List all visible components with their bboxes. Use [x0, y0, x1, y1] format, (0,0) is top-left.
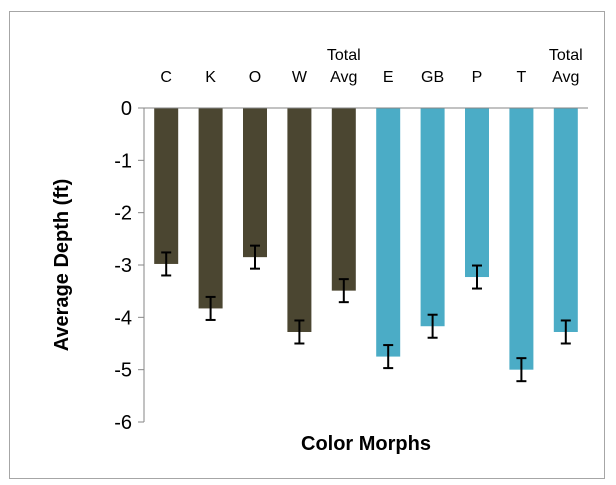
- category-label: W: [292, 69, 308, 86]
- error-bar: [205, 295, 216, 321]
- error-bar: [338, 278, 349, 304]
- bar: [420, 108, 445, 327]
- y-tick-label: -5: [114, 360, 132, 382]
- error-bar: [516, 357, 527, 383]
- bar: [376, 108, 401, 357]
- category-label: O: [249, 69, 261, 86]
- bar: [331, 108, 356, 291]
- y-tick-label: -2: [114, 203, 132, 225]
- category-label: K: [205, 69, 216, 86]
- category-label: E: [383, 69, 394, 86]
- error-bar: [250, 244, 260, 270]
- category-label: Avg: [552, 69, 579, 86]
- error-bar: [161, 251, 172, 277]
- category-label: C: [160, 69, 172, 86]
- error-bar: [294, 319, 305, 345]
- category-label: Total: [549, 47, 583, 64]
- category-label: T: [517, 69, 527, 86]
- category-label: Avg: [330, 69, 357, 86]
- error-bar: [383, 344, 394, 370]
- y-tick-label: -1: [114, 150, 132, 172]
- y-tick-label: -3: [114, 255, 132, 277]
- error-bar: [472, 264, 482, 290]
- x-axis-title: Color Morphs: [301, 433, 431, 455]
- error-bar: [427, 313, 438, 339]
- bars-layer: [154, 108, 578, 370]
- error-bar: [560, 319, 571, 345]
- category-label: Total: [327, 47, 361, 64]
- y-tick-label: 0: [121, 98, 132, 120]
- y-tick-label: -6: [114, 412, 132, 434]
- bar: [465, 108, 489, 278]
- category-label: GB: [421, 69, 444, 86]
- bar: [243, 108, 267, 258]
- bar: [553, 108, 578, 332]
- y-axis-title: Average Depth (ft): [51, 179, 73, 352]
- bar: [198, 108, 223, 309]
- chart-frame: 0 -1 -2 -3 -4 -5 -6 C K O W Total Avg E GB P T Total Avg …: [9, 11, 605, 479]
- axis-layer: 0 -1 -2 -3 -4 -5 -6: [114, 98, 588, 434]
- y-tick-label: -4: [114, 307, 132, 329]
- category-labels-layer: C K O W Total Avg E GB P T Total Avg: [160, 47, 582, 86]
- bar: [154, 108, 179, 264]
- category-label: P: [472, 69, 483, 86]
- bar: [287, 108, 312, 332]
- bar: [509, 108, 534, 370]
- error-bars-layer: [161, 244, 571, 383]
